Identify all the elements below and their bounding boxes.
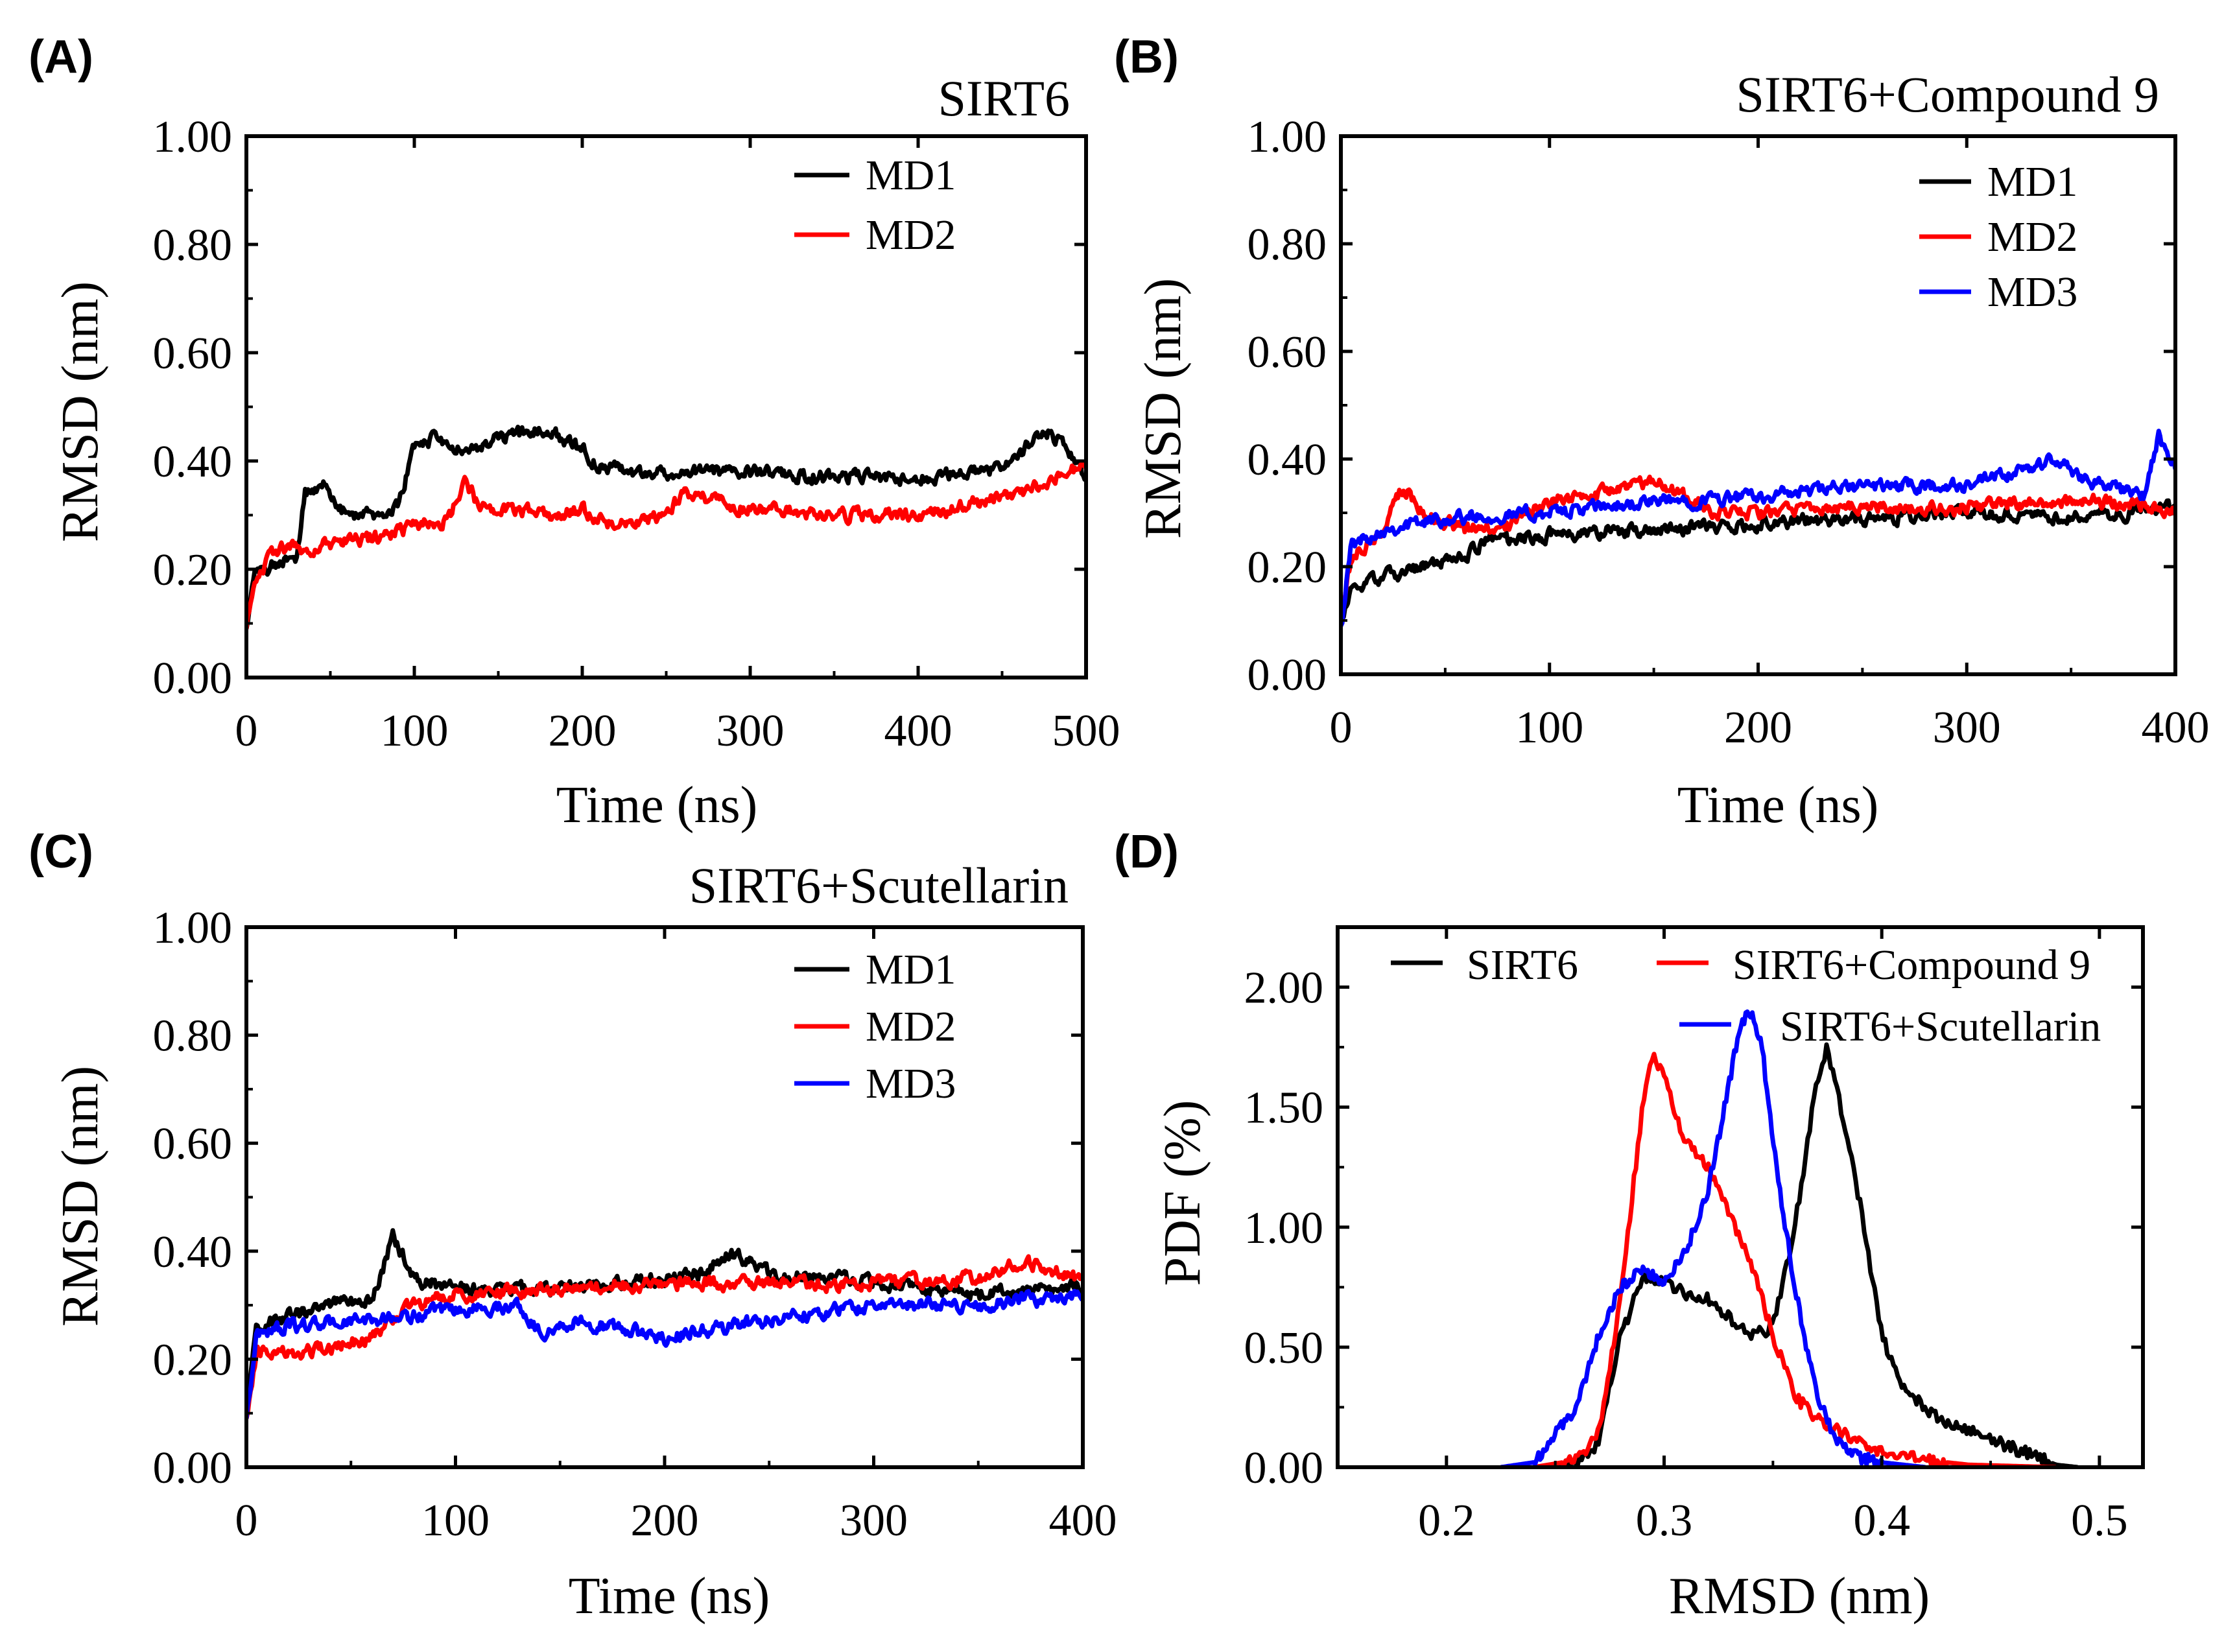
panel-b-xtick-label: 300 [1933,703,2001,753]
panel-c-axes-frame [244,925,1085,1469]
panel-b: (B) SIRT6+Compound 9 0 100 200 300 400 0.00 0.… [1114,31,2210,834]
panel-a-xlabel: Time (ns) [556,777,757,834]
panel-b-ylabel: RMSD (nm) [1135,278,1192,539]
panel-d-xtick-label: 0.5 [2071,1496,2128,1546]
panel-d-series-sirt6-scutellarin [1500,1009,1926,1467]
panel-d-ylabel: PDF (%) [1154,1100,1211,1286]
panel-c-legend: MD1 MD2 MD3 [794,946,956,1107]
panel-c-xtick-label: 100 [421,1496,490,1546]
panel-a-xtick-label: 0 [235,706,258,756]
panel-a-ytick-label: 0.20 [153,545,233,595]
panel-c-ytick-label: 0.60 [153,1119,233,1169]
panel-a: (A) SIRT6 0 100 200 300 400 500 0.00 0.20 0.40 0.… [29,31,1120,834]
panel-c-xtick-label: 200 [631,1496,699,1546]
panel-b-legend-label: MD2 [1987,213,2077,261]
panel-a-traces [246,425,1086,630]
panel-a-plot: 0 100 200 300 400 500 0.00 0.20 0.40 0.60 0.80 1.00… [153,112,1120,756]
panel-a-ytick-label: 0.00 [153,654,233,703]
panel-d-legend-label: SIRT6+Scutellarin [1780,1003,2101,1050]
panel-a-xtick-label: 500 [1052,706,1120,756]
panel-b-series-md2 [1341,475,2175,627]
panel-c-xtick-label: 0 [235,1496,258,1546]
panel-c-legend-label: MD3 [866,1060,956,1107]
panel-b-ytick-label: 1.00 [1248,112,1327,162]
panel-c: (C) SIRT6+Scutellarin 0 100 200 300 4000.000… [29,826,1117,1625]
panel-a-title: SIRT6 [938,70,1070,126]
panel-c-title: SIRT6+Scutellarin [689,857,1069,914]
panel-b-xtick-label: 100 [1515,703,1583,753]
panel-b-ytick-label: 0.60 [1248,327,1327,377]
panel-d-xtick-label: 0.3 [1636,1496,1693,1546]
panel-a-ytick-label: 0.40 [153,437,233,487]
panel-d-legend-label: SIRT6 [1467,941,1578,989]
panel-c-label: (C) [29,826,93,878]
panel-a-legend-label: MD2 [866,211,956,259]
panel-d-series-sirt6 [1533,1042,2078,1467]
panel-a-ytick-label: 0.80 [153,220,233,270]
panel-b-ytick-label: 0.20 [1248,543,1327,593]
panel-c-plot: 0 100 200 300 400 0.00 0.20 0.40 0.60 0.80 1.00 MD1… [153,903,1117,1546]
panel-b-ytick-label: 0.80 [1248,220,1327,270]
panel-b-legend-label: MD1 [1987,158,2077,206]
panel-b-legend: MD1 MD2 MD3 [1919,158,2077,316]
panel-b-xtick-label: 0 [1330,703,1353,753]
panel-b-series-md1 [1341,498,2175,626]
panel-c-series-md3 [246,1288,1083,1419]
panel-d-xtick-label: 0.4 [1853,1496,1910,1546]
panel-d-series-sirt6-compound-9 [1533,1052,2057,1467]
panel-c-ytick-label: 1.00 [153,903,233,953]
panel-c-legend-label: MD2 [866,1003,956,1050]
panel-d-legend: SIRT6 SIRT6+Compound 9 SIRT6+Scutellarin [1391,941,2101,1050]
panel-d: (D) 0.2 0.3 0.4 0.5 0.00 0.50 1.00 1.50 2.00 SIRT… [1114,826,2145,1625]
panel-a-xtick-label: 300 [716,706,785,756]
panel-d-ytick-label: 1.00 [1244,1203,1324,1253]
panel-a-series-md1 [246,425,1086,630]
panel-c-legend-label: MD1 [866,946,956,993]
panel-a-xtick-label: 200 [549,706,617,756]
panel-a-xtick-label: 100 [381,706,449,756]
panel-d-plot: 0.2 0.3 0.4 0.50.000.501.001.502.00 SIRT6 SIR… [1244,925,2145,1546]
panel-a-legend-label: MD1 [866,152,956,199]
panel-a-ylabel: RMSD (nm) [52,281,109,542]
panel-c-ytick-label: 0.80 [153,1011,233,1061]
panel-b-ytick-label: 0.00 [1248,650,1327,700]
panel-d-xlabel: RMSD (nm) [1669,1568,1930,1625]
panel-d-axes-frame [1336,925,2145,1469]
panel-a-xtick-label: 400 [884,706,952,756]
panel-c-ytick-label: 0.00 [153,1443,233,1493]
panel-d-ytick-label: 0.00 [1244,1443,1324,1493]
panel-a-label: (A) [29,31,93,83]
panel-d-xtick-label: 0.2 [1418,1496,1475,1546]
panel-c-traces [246,1228,1083,1419]
panel-b-title: SIRT6+Compound 9 [1736,66,2159,123]
panel-b-plot: 0 100 200 300 400 0.00 0.20 0.40 0.60 0.80 1.00 MD1… [1248,112,2210,753]
panel-a-series-md2 [246,460,1086,630]
panel-b-label: (B) [1114,31,1179,83]
panel-d-ytick-label: 1.50 [1244,1083,1324,1133]
panel-c-ylabel: RMSD (nm) [52,1066,109,1327]
panel-b-ytick-label: 0.40 [1248,435,1327,485]
panel-c-ytick-label: 0.20 [153,1335,233,1385]
panel-b-legend-label: MD3 [1987,268,2077,316]
panel-a-ytick-label: 1.00 [153,112,233,162]
panel-d-ytick-label: 0.50 [1244,1323,1324,1373]
panel-b-xtick-label: 200 [1724,703,1792,753]
panel-c-xtick-label: 300 [840,1496,908,1546]
panel-b-series-md3 [1341,429,2175,627]
panel-d-legend-label: SIRT6+Compound 9 [1733,941,2090,989]
panel-c-xtick-label: 400 [1049,1496,1117,1546]
panel-d-label: (D) [1114,826,1179,878]
panel-c-ytick-label: 0.40 [153,1227,233,1277]
panel-a-axes-frame [244,134,1088,679]
panel-b-xlabel: Time (ns) [1677,777,1878,834]
panel-c-xlabel: Time (ns) [569,1568,770,1625]
panel-b-traces [1341,429,2175,627]
panel-d-ytick-label: 2.00 [1244,963,1324,1013]
panel-d-traces [1500,1009,2078,1467]
panel-b-xtick-label: 400 [2142,703,2210,753]
panel-a-ytick-label: 0.60 [153,329,233,379]
